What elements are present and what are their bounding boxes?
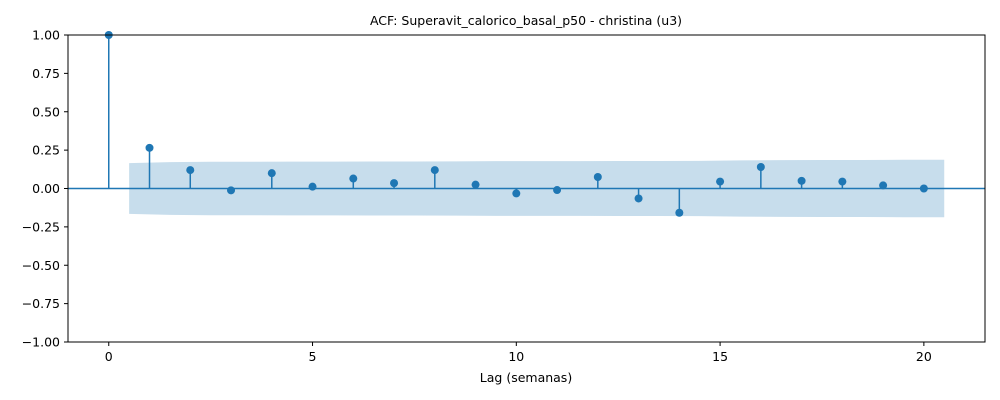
acf-point — [145, 143, 154, 152]
acf-point — [267, 169, 276, 178]
acf-point — [186, 166, 195, 175]
x-tick-label: 20 — [916, 349, 932, 364]
acf-stem — [186, 166, 195, 189]
acf-stem — [227, 186, 236, 195]
acf-stem — [838, 177, 847, 189]
acf-point — [919, 184, 928, 193]
acf-point — [349, 174, 358, 183]
y-tick-label: −0.50 — [22, 258, 60, 273]
acf-point — [308, 182, 317, 191]
acf-stem — [512, 188, 521, 198]
acf-stem — [349, 174, 358, 189]
y-tick-label: 0.25 — [32, 143, 60, 158]
acf-point — [716, 177, 725, 186]
x-tick-label: 5 — [309, 349, 317, 364]
acf-stem — [797, 176, 806, 189]
acf-point — [756, 163, 765, 172]
acf-point — [390, 179, 399, 188]
acf-point — [553, 186, 562, 195]
acf-stem — [756, 163, 765, 189]
acf-stem — [308, 182, 317, 191]
acf-point — [634, 194, 643, 203]
acf-stem — [430, 166, 439, 189]
y-tick-label: −1.00 — [22, 335, 60, 350]
acf-point — [471, 180, 480, 189]
acf-stem — [145, 143, 154, 189]
acf-stem — [879, 181, 888, 190]
acf-stem — [675, 188, 684, 217]
acf-point — [227, 186, 236, 195]
y-tick-label: 0.50 — [32, 104, 60, 119]
acf-stem — [104, 31, 113, 189]
acf-stem — [471, 180, 480, 189]
acf-stem — [634, 188, 643, 203]
acf-stem — [267, 169, 276, 189]
y-tick-label: 1.00 — [32, 28, 60, 43]
y-tick-label: 0.75 — [32, 66, 60, 81]
x-tick-label: 10 — [508, 349, 524, 364]
y-ticks: −1.00 −0.75 −0.50 −0.25 0.00 0.25 0.50 0.75 1.00 — [22, 28, 68, 350]
y-tick-label: 0.00 — [32, 181, 60, 196]
chart-title: ACF: Superavit_calorico_basal_p50 - chri… — [370, 13, 682, 28]
stems-layer — [104, 31, 928, 217]
acf-point — [879, 181, 888, 190]
acf-point — [593, 172, 602, 181]
x-ticks: 0 5 10 15 20 — [105, 342, 932, 364]
y-tick-label: −0.25 — [22, 219, 60, 234]
acf-stem — [553, 186, 562, 195]
acf-stem — [716, 177, 725, 189]
x-axis-label: Lag (semanas) — [480, 370, 572, 385]
acf-stem — [919, 184, 928, 193]
x-tick-label: 15 — [712, 349, 728, 364]
acf-point — [675, 208, 684, 217]
x-tick-label: 0 — [105, 349, 113, 364]
acf-point — [430, 166, 439, 175]
acf-stem — [593, 172, 602, 189]
acf-point — [838, 177, 847, 186]
acf-stem — [390, 179, 399, 189]
y-tick-label: −0.75 — [22, 296, 60, 311]
acf-point — [512, 189, 521, 198]
acf-point — [797, 176, 806, 185]
